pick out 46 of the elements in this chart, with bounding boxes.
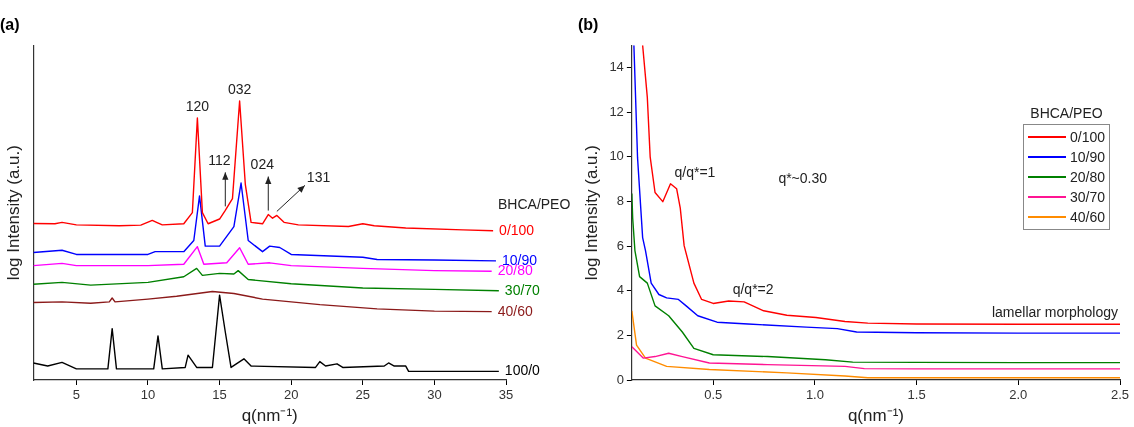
legend-label: 10/90	[1069, 149, 1105, 166]
series-label: 30/70	[504, 281, 541, 298]
annotation: 112	[208, 152, 231, 169]
x-tick-label: 20	[283, 387, 299, 403]
annotation: 024	[250, 156, 275, 173]
chart-title: (a)	[0, 16, 20, 34]
x-tick-label: 5	[72, 387, 80, 403]
annotation: q*~0.30	[778, 169, 828, 186]
x-tick-label: 0.5	[704, 387, 723, 403]
legend-label: 40/60	[1069, 209, 1105, 226]
annotation: 032	[227, 80, 252, 97]
series-label: 100/0	[504, 362, 541, 379]
series-label: 40/60	[497, 302, 533, 319]
y-axis-title: log Intensity (a.u.)	[581, 145, 601, 281]
x-tick-label: 25	[355, 387, 371, 403]
x-axis-title: q(nm⁻¹)	[241, 406, 298, 426]
legend-title: BHCA/PEO	[1029, 105, 1104, 122]
x-tick-label: 30	[427, 387, 442, 403]
x-tick-label: 10	[140, 387, 156, 403]
annotation: q/q*=2	[732, 280, 774, 297]
annotation: 120	[185, 97, 210, 114]
y-tick-label: 12	[609, 103, 624, 119]
y-tick-label: 14	[609, 59, 624, 75]
x-axis-title: q(nm⁻¹)	[847, 406, 904, 426]
legend-title: BHCA/PEO	[498, 195, 571, 212]
y-tick-label: 0	[616, 371, 624, 387]
y-tick-label: 4	[616, 282, 624, 298]
annotation: 131	[306, 169, 331, 186]
x-tick-label: 1.5	[907, 387, 926, 403]
x-tick-label: 15	[212, 387, 227, 403]
annotation: q/q*=1	[674, 163, 716, 180]
legend-label: 30/70	[1069, 189, 1105, 206]
x-tick-label: 35	[498, 387, 514, 403]
y-tick-label: 2	[616, 326, 624, 342]
legend-label: 0/100	[1069, 129, 1105, 146]
y-tick-label: 6	[616, 237, 624, 253]
chart-title: (b)	[578, 16, 599, 34]
x-tick-label: 2.5	[1110, 387, 1130, 403]
annotation: lamellar morphology	[991, 304, 1119, 321]
legend-label: 20/80	[1069, 169, 1105, 186]
y-axis-title: log Intensity (a.u.)	[3, 145, 23, 281]
x-tick-label: 1.0	[805, 387, 824, 403]
y-tick-label: 8	[616, 193, 624, 209]
series-label: 0/100	[499, 221, 535, 238]
x-tick-label: 2.0	[1009, 387, 1028, 403]
y-tick-label: 10	[609, 148, 624, 164]
